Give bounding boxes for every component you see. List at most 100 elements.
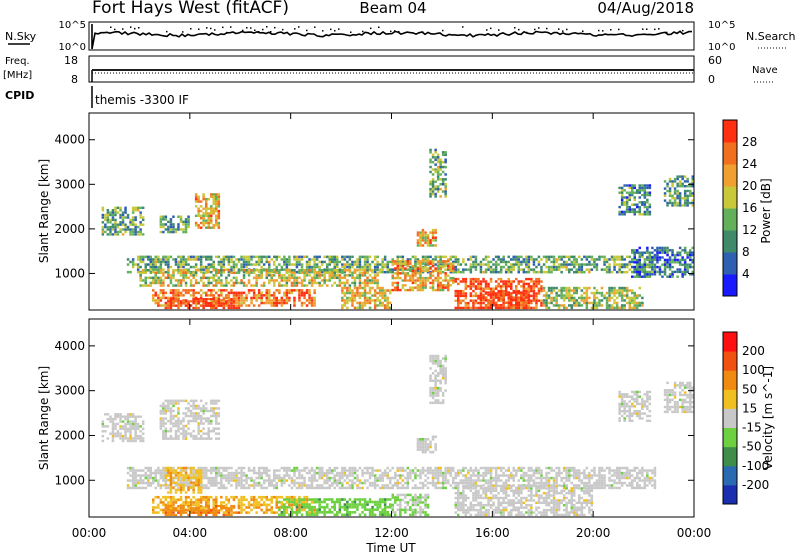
power-cell	[482, 263, 485, 266]
power-cell	[341, 304, 344, 307]
power-cell	[169, 304, 173, 307]
power-cell	[459, 263, 463, 266]
power-cell	[338, 284, 342, 287]
power-cell	[499, 291, 503, 294]
velocity-cell	[162, 437, 165, 440]
power-cell	[411, 269, 415, 273]
velocity-cell	[426, 476, 430, 480]
velocity-cell	[240, 476, 243, 480]
velocity-cell	[399, 474, 402, 477]
power-cell	[436, 190, 440, 193]
power-cell	[555, 296, 558, 300]
power-cell	[232, 301, 236, 305]
power-cell	[623, 213, 626, 216]
power-cell	[522, 280, 526, 283]
velocity-cell	[164, 412, 168, 415]
velocity-cell	[101, 439, 105, 443]
power-cell	[537, 282, 541, 286]
power-cell	[562, 289, 566, 292]
power-cell	[689, 192, 692, 195]
power-cell	[676, 201, 679, 205]
power-cell	[356, 269, 359, 272]
power-cell	[328, 260, 331, 264]
power-cell	[202, 219, 205, 222]
power-cell	[517, 280, 520, 283]
power-cell	[681, 249, 684, 252]
power-cell	[378, 294, 382, 297]
velocity-cell	[300, 474, 304, 477]
power-cell	[212, 274, 215, 277]
velocity-cell	[270, 484, 273, 487]
power-cell	[656, 265, 659, 269]
power-cell	[580, 299, 584, 302]
power-cell	[169, 265, 173, 269]
velocity-cell	[136, 481, 140, 485]
power-cell	[520, 296, 523, 299]
power-cell	[520, 306, 523, 310]
power-cell	[157, 265, 160, 269]
velocity-cell	[333, 466, 336, 470]
power-cell	[242, 301, 246, 305]
power-cell	[429, 260, 432, 263]
velocity-cell	[162, 422, 165, 425]
power-cell	[510, 287, 513, 290]
power-cell	[431, 279, 435, 282]
velocity-cell	[134, 434, 137, 438]
power-cell	[623, 299, 626, 302]
power-cell	[537, 277, 541, 281]
velocity-cell	[504, 481, 508, 485]
power-cell	[641, 203, 644, 206]
power-cell	[689, 256, 692, 259]
power-cell	[545, 258, 548, 261]
velocity-cell	[573, 466, 576, 470]
power-cell	[356, 258, 359, 261]
power-cell	[353, 294, 357, 297]
velocity-cell	[139, 474, 142, 477]
power-cell	[683, 197, 687, 200]
power-cell	[220, 269, 223, 272]
power-cell	[164, 263, 168, 266]
power-cell	[522, 293, 526, 297]
power-cell	[494, 255, 498, 259]
power-cell	[363, 274, 367, 277]
power-cell	[363, 271, 367, 274]
power-cell	[623, 184, 626, 187]
power-cell	[131, 230, 135, 234]
power-cell	[358, 271, 362, 274]
power-cell	[192, 284, 195, 287]
power-cell	[199, 255, 203, 259]
power-cell	[608, 306, 611, 310]
velocity-cell	[532, 469, 536, 472]
velocity-cell	[373, 474, 377, 477]
power-cell	[484, 263, 488, 266]
velocity-cell	[550, 486, 553, 490]
velocity-cell	[205, 476, 208, 480]
power-cell	[295, 289, 299, 292]
power-cell	[177, 255, 180, 259]
velocity-cell	[590, 476, 594, 480]
power-cell	[141, 218, 145, 222]
power-cell	[134, 216, 137, 219]
power-cell	[101, 228, 105, 231]
power-cell	[439, 183, 442, 186]
power-cell	[623, 196, 626, 199]
power-cell	[479, 270, 483, 274]
power-cell	[633, 294, 636, 297]
velocity-cell	[245, 481, 248, 485]
power-cell	[517, 299, 520, 302]
velocity-cell	[162, 404, 165, 408]
power-cell	[210, 302, 213, 305]
velocity-cell	[288, 466, 291, 470]
power-cell	[625, 208, 629, 211]
power-cell	[207, 219, 210, 222]
power-cell	[641, 268, 644, 271]
velocity-cell	[121, 420, 125, 423]
power-cell	[411, 281, 415, 285]
velocity-cell	[416, 469, 420, 472]
power-cell	[341, 299, 344, 302]
power-cell	[641, 255, 644, 259]
power-cell	[409, 286, 412, 289]
velocity-cell	[305, 486, 309, 490]
power-cell	[648, 263, 652, 266]
power-cell	[434, 168, 437, 171]
